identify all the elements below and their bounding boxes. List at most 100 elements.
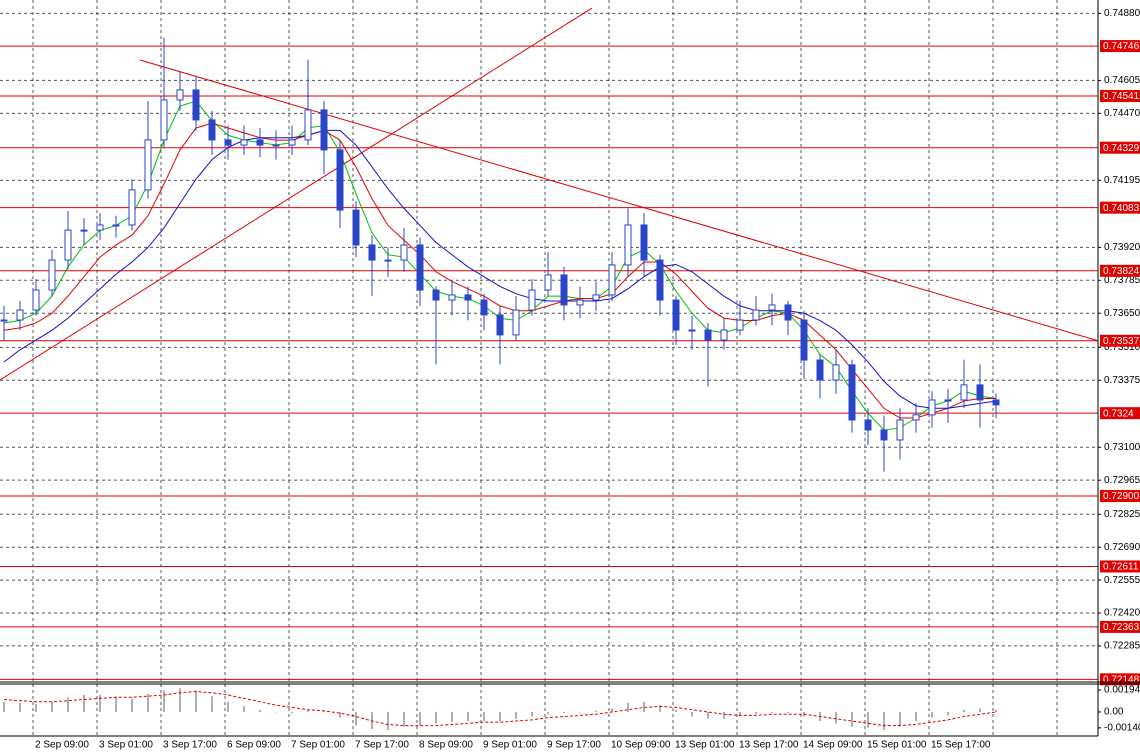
candle-body xyxy=(608,264,616,296)
candle-body xyxy=(736,319,744,331)
candle-body xyxy=(48,259,56,291)
histogram-bar xyxy=(675,709,677,712)
level-label-box xyxy=(1100,490,1140,503)
histogram-bar xyxy=(915,711,917,722)
histogram-bar xyxy=(227,701,229,712)
candle-body xyxy=(112,224,120,227)
candle-body xyxy=(992,399,1000,406)
histogram-bar xyxy=(3,701,5,712)
histogram-bar xyxy=(387,711,389,731)
candle-body xyxy=(128,189,136,226)
level-label: 0.72148 xyxy=(1103,674,1140,685)
histogram-bar xyxy=(771,711,773,714)
level-label-box xyxy=(1100,620,1140,633)
x-tick-label: 3 Sep 17:00 xyxy=(163,740,217,751)
histogram-bar xyxy=(595,710,597,712)
y-tick-label: 0.00 xyxy=(1104,707,1124,718)
candle-body xyxy=(576,299,584,306)
histogram-bar xyxy=(755,711,757,715)
histogram-bar xyxy=(547,711,549,715)
level-label: 0.74746 xyxy=(1103,41,1140,52)
candle-body xyxy=(544,274,552,291)
histogram-bar xyxy=(163,690,165,712)
histogram-bar xyxy=(83,694,85,712)
y-tick-label: 0.72555 xyxy=(1104,575,1140,586)
histogram-bar xyxy=(659,705,661,712)
histogram-bar xyxy=(275,711,277,713)
candle-body xyxy=(752,309,760,321)
histogram-bar xyxy=(467,711,469,722)
x-tick-label: 10 Sep 09:00 xyxy=(611,740,671,751)
level-label: 0.74083 xyxy=(1103,203,1140,214)
y-tick-label: 0.73100 xyxy=(1104,442,1140,453)
candle-body xyxy=(560,274,568,306)
y-tick-label: 0.74605 xyxy=(1104,75,1140,86)
candle-body xyxy=(528,289,536,311)
signal-line xyxy=(3,691,997,727)
level-label-box xyxy=(1100,201,1140,214)
candle-body xyxy=(64,229,72,261)
y-tick-label: 0.73785 xyxy=(1104,275,1140,286)
x-tick-label: 9 Sep 01:00 xyxy=(483,740,537,751)
y-tick-label: 0.72965 xyxy=(1104,475,1140,486)
moving-average xyxy=(3,129,997,409)
candle-body xyxy=(896,419,904,441)
histogram-bar xyxy=(451,711,453,723)
candle-body xyxy=(512,309,520,336)
candle-body xyxy=(432,289,440,301)
histogram-bar xyxy=(851,711,853,727)
candle-body xyxy=(288,139,296,146)
histogram-bar xyxy=(979,708,981,712)
x-tick-label: 7 Sep 01:00 xyxy=(291,740,345,751)
histogram-bar xyxy=(899,711,901,727)
candle-body xyxy=(256,139,264,146)
candle-body xyxy=(96,224,104,231)
histogram-bar xyxy=(243,706,245,712)
histogram-bar xyxy=(419,711,421,726)
candle-body xyxy=(800,319,808,361)
histogram-bar xyxy=(787,711,789,714)
candle-body xyxy=(704,329,712,341)
candle-body xyxy=(624,224,632,266)
histogram-bar xyxy=(35,704,37,712)
level-label: 0.7324 xyxy=(1103,408,1134,419)
histogram-bar xyxy=(307,709,309,712)
x-tick-label: 15 Sep 01:00 xyxy=(867,740,927,751)
histogram-bar xyxy=(963,709,965,712)
y-tick-label: 0.72285 xyxy=(1104,641,1140,652)
level-label: 0.73537 xyxy=(1103,336,1140,347)
x-tick-label: 14 Sep 09:00 xyxy=(803,740,863,751)
histogram-bar xyxy=(339,711,341,718)
histogram-bar xyxy=(211,696,213,712)
trendline xyxy=(139,59,1099,342)
histogram-bar xyxy=(51,701,53,712)
histogram-bar xyxy=(371,711,373,729)
histogram-bar xyxy=(691,711,693,717)
x-tick-label: 13 Sep 01:00 xyxy=(675,740,735,751)
candle-body xyxy=(496,314,504,336)
candle-body xyxy=(960,384,968,401)
candle-body xyxy=(592,294,600,301)
x-tick-label: 13 Sep 17:00 xyxy=(739,740,799,751)
y-tick-label: -0.00140 xyxy=(1104,722,1140,733)
histogram-bar xyxy=(499,711,501,722)
candle-body xyxy=(32,289,40,311)
histogram-bar xyxy=(483,711,485,722)
histogram-bar xyxy=(947,711,949,716)
candle-body xyxy=(16,309,24,321)
histogram-bar xyxy=(131,698,133,712)
candle-body xyxy=(768,304,776,311)
histogram-bar xyxy=(179,688,181,712)
histogram-bar xyxy=(195,690,197,712)
histogram-bar xyxy=(435,711,437,724)
level-label: 0.72363 xyxy=(1103,622,1140,633)
candle-body xyxy=(368,244,376,261)
histogram-bar xyxy=(627,702,629,712)
histogram-bar xyxy=(355,711,357,726)
level-label: 0.74329 xyxy=(1103,143,1140,154)
candle-body xyxy=(912,414,920,421)
histogram-bar xyxy=(867,711,869,728)
candle-body xyxy=(208,119,216,141)
level-label: 0.74541 xyxy=(1103,91,1140,102)
